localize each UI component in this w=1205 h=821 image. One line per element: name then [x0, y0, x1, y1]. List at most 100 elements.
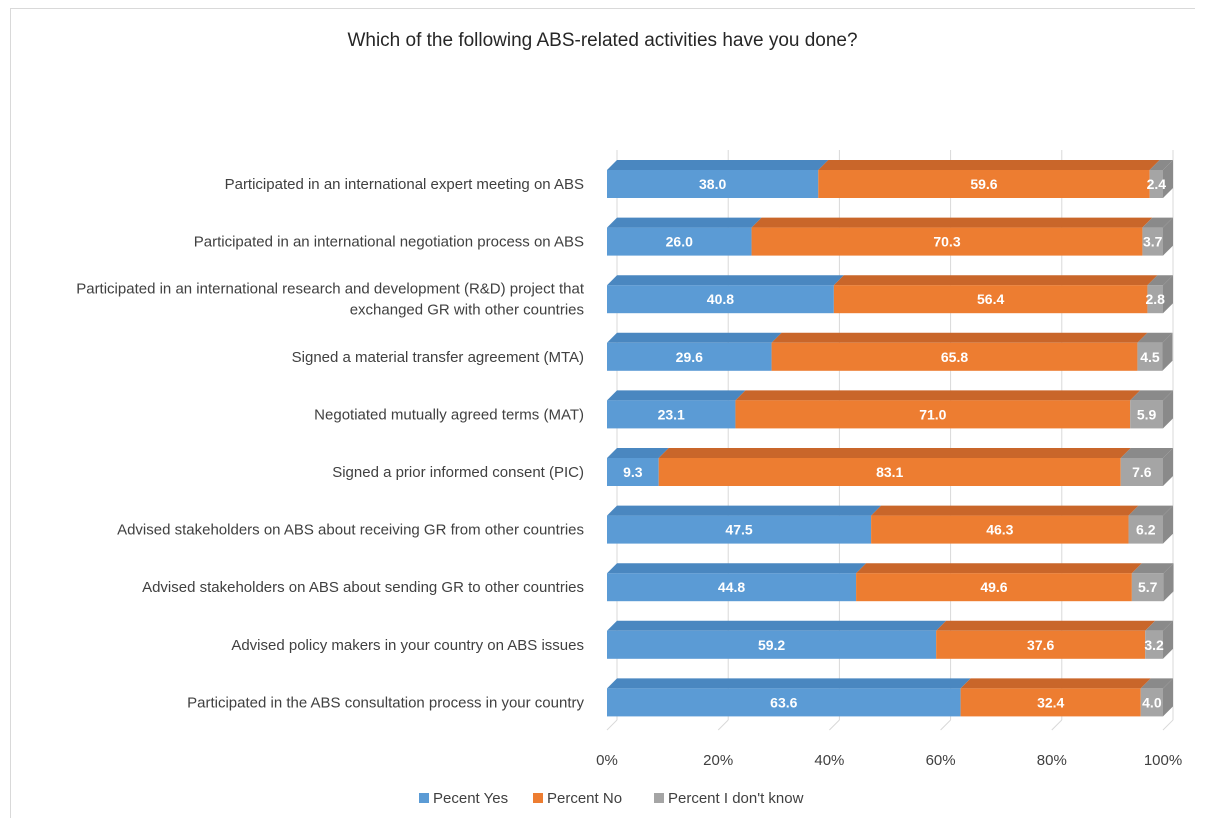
bar-top-face	[1149, 160, 1173, 170]
bar-top-face	[735, 390, 1141, 401]
data-label: 23.1	[658, 406, 685, 422]
bar-side-face	[1163, 678, 1173, 717]
bar-segment	[1131, 573, 1164, 602]
bar-side-face	[1163, 448, 1173, 486]
legend-swatch	[419, 793, 429, 803]
bar-segment	[607, 630, 937, 659]
bar-side-face	[1163, 505, 1173, 544]
category-label: Participated in an international negotia…	[194, 234, 584, 251]
bar-segment	[960, 688, 1141, 717]
bar-side-face	[1163, 390, 1173, 429]
x-tick-label: 80%	[1037, 752, 1067, 769]
bar-top-face	[1145, 620, 1173, 631]
bar-segment	[1145, 630, 1163, 659]
bar-top-face	[1140, 678, 1173, 689]
category-label: Participated in an international researc…	[76, 281, 585, 298]
gridline-slant	[1162, 719, 1174, 731]
bar-segment	[818, 170, 1150, 198]
category-label: Signed a material transfer agreement (MT…	[292, 349, 584, 366]
gridline-slant	[829, 719, 840, 731]
bar-side-face	[1163, 160, 1173, 198]
bar-top-face	[607, 390, 746, 401]
data-label: 7.6	[1132, 464, 1152, 480]
data-label: 5.7	[1138, 579, 1158, 595]
bar-top-face	[607, 217, 762, 228]
bar-segment	[1142, 227, 1163, 256]
data-label: 29.6	[676, 349, 703, 365]
bar-segment	[607, 285, 834, 314]
bar-segment	[607, 342, 772, 371]
data-label: 46.3	[986, 522, 1013, 538]
x-tick-label: 20%	[703, 752, 733, 769]
data-label: 2.8	[1145, 291, 1165, 307]
bar-segment	[1147, 285, 1163, 314]
data-label: 6.2	[1136, 522, 1156, 538]
bar-segment	[1149, 170, 1163, 198]
bar-top-face	[936, 620, 1156, 631]
bar-side-face	[1162, 332, 1173, 371]
gridline-slant	[606, 719, 618, 731]
chart-frame	[10, 8, 1195, 818]
bar-segment	[658, 458, 1121, 486]
bar-side-face	[1163, 217, 1173, 256]
bar-top-face	[607, 505, 882, 516]
bar-top-face	[1137, 332, 1173, 343]
bar-segment	[607, 688, 961, 717]
category-label: Participated in the ABS consultation pro…	[187, 694, 584, 711]
bar-top-face	[1120, 448, 1173, 458]
category-label: Advised stakeholders on ABS about sendin…	[142, 579, 584, 596]
bar-top-face	[607, 620, 947, 631]
data-label: 71.0	[919, 406, 946, 422]
category-label: Participated in an international expert …	[225, 176, 584, 193]
gridline-slant	[940, 719, 951, 731]
legend-label: Percent No	[547, 790, 622, 807]
bar-top-face	[658, 448, 1131, 458]
bar-top-face	[607, 332, 782, 343]
bar-top-face	[607, 275, 844, 286]
bar-side-face	[1163, 563, 1174, 602]
data-label: 65.8	[941, 349, 968, 365]
bar-segment	[607, 515, 872, 544]
bar-top-face	[1131, 563, 1174, 574]
legend-swatch	[654, 793, 664, 803]
bar-segment	[751, 227, 1143, 256]
bar-segment	[607, 458, 659, 486]
bar-top-face	[607, 678, 971, 689]
data-label: 3.7	[1143, 234, 1163, 250]
bar-segment	[771, 342, 1138, 371]
x-tick-label: 60%	[926, 752, 956, 769]
bar-segment	[871, 515, 1129, 544]
bar-segment	[856, 573, 1132, 602]
gridline-slant	[717, 719, 729, 731]
bar-segment	[833, 285, 1148, 314]
x-tick-label: 0%	[596, 752, 618, 769]
category-label: Signed a prior informed consent (PIC)	[332, 464, 584, 481]
bar-segment	[1120, 458, 1163, 486]
data-label: 37.6	[1027, 637, 1054, 653]
bar-top-face	[960, 678, 1151, 689]
bar-top-face	[871, 505, 1139, 516]
bar-side-face	[1163, 275, 1173, 314]
data-label: 63.6	[770, 694, 797, 710]
data-label: 47.5	[725, 522, 752, 538]
data-label: 5.9	[1137, 406, 1157, 422]
legend-label: Percent I don't know	[668, 790, 804, 807]
bar-top-face	[856, 563, 1142, 574]
bar-top-face	[833, 275, 1158, 286]
bar-segment	[735, 400, 1131, 429]
bar-segment	[607, 227, 752, 256]
data-label: 4.0	[1142, 694, 1162, 710]
bar-segment	[1128, 515, 1163, 544]
gridline-slant	[1051, 719, 1063, 731]
bar-top-face	[1130, 390, 1173, 401]
bar-segment	[607, 170, 819, 198]
data-label: 26.0	[666, 234, 693, 250]
data-label: 44.8	[718, 579, 745, 595]
bar-segment	[1130, 400, 1163, 429]
bar-top-face	[751, 217, 1153, 228]
bar-top-face	[607, 448, 669, 458]
bar-top-face	[1128, 505, 1173, 516]
data-label: 3.2	[1144, 637, 1164, 653]
data-label: 2.4	[1147, 176, 1167, 192]
